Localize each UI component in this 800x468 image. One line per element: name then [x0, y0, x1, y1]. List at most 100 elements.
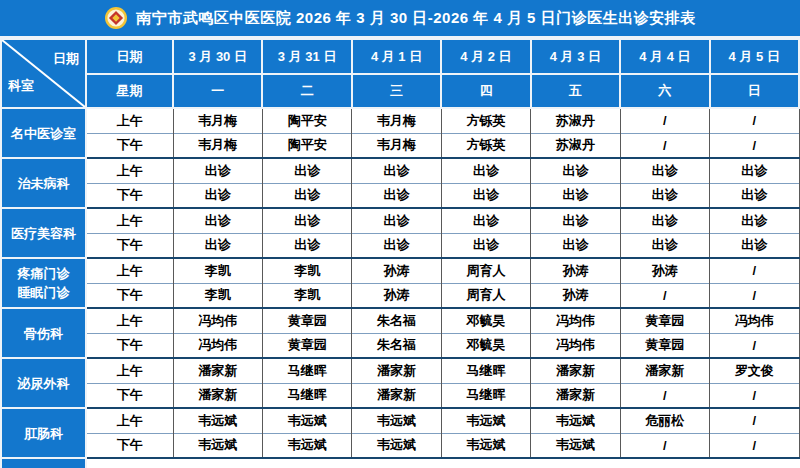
- schedule-cell: 朱名福: [352, 308, 441, 333]
- schedule-cell: 出诊: [262, 208, 351, 233]
- schedule-cell: /: [710, 383, 799, 408]
- schedule-cell: 黄章园: [262, 308, 351, 333]
- department-cell: 泌尿外科: [1, 358, 86, 408]
- schedule-cell: /: [620, 133, 709, 158]
- schedule-cell: 潘家新: [531, 358, 620, 383]
- schedule-cell: 孙涛: [352, 258, 441, 283]
- header-weekday: 一: [173, 74, 262, 108]
- schedule-cell: 出诊: [262, 183, 351, 208]
- schedule-cell: 潘家新: [352, 383, 441, 408]
- schedule-cell: 出诊: [352, 158, 441, 183]
- schedule-cell: 出诊: [173, 208, 262, 233]
- department-cell: 骨伤科: [1, 308, 86, 358]
- schedule-cell: 韦远斌: [352, 433, 441, 458]
- header-weekday: 日: [710, 74, 799, 108]
- schedule-cell: 潘家新: [620, 358, 709, 383]
- schedule-cell: 冯均伟: [173, 308, 262, 333]
- schedule-cell: /: [620, 283, 709, 308]
- schedule-cell: 孙涛: [531, 258, 620, 283]
- schedule-cell: 出诊: [352, 208, 441, 233]
- corner-dept-label: 科室: [8, 77, 34, 95]
- truncated-row: [86, 458, 799, 468]
- session-label-am: 上午: [86, 158, 173, 183]
- session-label-am: 上午: [86, 108, 173, 133]
- schedule-cell: 黄章园: [262, 333, 351, 358]
- session-label-am: 上午: [86, 208, 173, 233]
- schedule-cell: /: [710, 408, 799, 433]
- schedule-cell: 李凯: [262, 258, 351, 283]
- session-label-am: 上午: [86, 358, 173, 383]
- schedule-cell: 周育人: [441, 283, 530, 308]
- schedule-cell: 出诊: [262, 158, 351, 183]
- schedule-cell: 潘家新: [352, 358, 441, 383]
- schedule-cell: 出诊: [710, 233, 799, 258]
- schedule-cell: 韦远斌: [352, 408, 441, 433]
- session-label-pm: 下午: [86, 283, 173, 308]
- schedule-cell: /: [710, 258, 799, 283]
- schedule-cell: 韦远斌: [531, 433, 620, 458]
- schedule-cell: /: [710, 283, 799, 308]
- header-weekday: 三: [352, 74, 441, 108]
- schedule-cell: 韦远斌: [173, 433, 262, 458]
- schedule-cell: 出诊: [710, 208, 799, 233]
- schedule-cell: 陶平安: [262, 108, 351, 133]
- schedule-cell: 出诊: [441, 208, 530, 233]
- schedule-cell: 韦远斌: [173, 408, 262, 433]
- header-date: 4 月 1 日: [352, 39, 441, 74]
- schedule-cell: 出诊: [262, 233, 351, 258]
- schedule-cell: 韦月梅: [352, 108, 441, 133]
- schedule-cell: 黄章园: [620, 333, 709, 358]
- schedule-cell: /: [620, 433, 709, 458]
- header-date: 4 月 2 日: [441, 39, 530, 74]
- schedule-cell: 潘家新: [173, 383, 262, 408]
- schedule-cell: 孙涛: [531, 283, 620, 308]
- session-label-am: 上午: [86, 408, 173, 433]
- schedule-cell: 罗文俊: [710, 358, 799, 383]
- schedule-cell: 出诊: [173, 233, 262, 258]
- department-cell: 医疗美容科: [1, 208, 86, 258]
- header-weekday: 六: [620, 74, 709, 108]
- schedule-cell: /: [620, 108, 709, 133]
- header-weekday: 四: [441, 74, 530, 108]
- session-label-pm: 下午: [86, 233, 173, 258]
- schedule-cell: 出诊: [620, 208, 709, 233]
- schedule-cell: 冯均伟: [531, 308, 620, 333]
- schedule-cell: 韦远斌: [441, 433, 530, 458]
- schedule-cell: 韦月梅: [173, 108, 262, 133]
- schedule-cell: 出诊: [710, 158, 799, 183]
- schedule-cell: 孙涛: [620, 258, 709, 283]
- schedule-cell: /: [710, 133, 799, 158]
- schedule-cell: 方铄英: [441, 133, 530, 158]
- schedule-cell: 朱名福: [352, 333, 441, 358]
- schedule-table: 日期 科室 日期 3 月 30 日 3 月 31 日 4 月 1 日 4 月 2…: [0, 38, 800, 468]
- schedule-cell: 潘家新: [531, 383, 620, 408]
- schedule-cell: 韦远斌: [441, 408, 530, 433]
- schedule-cell: 韦远斌: [262, 433, 351, 458]
- schedule-cell: 李凯: [173, 283, 262, 308]
- schedule-cell: 马继晖: [441, 383, 530, 408]
- schedule-cell: 出诊: [531, 158, 620, 183]
- schedule-cell: 冯均伟: [531, 333, 620, 358]
- schedule-cell: 韦月梅: [173, 133, 262, 158]
- schedule-cell: 周育人: [441, 258, 530, 283]
- schedule-cell: 出诊: [173, 183, 262, 208]
- header-date: 3 月 30 日: [173, 39, 262, 74]
- hospital-emblem-icon: [104, 6, 128, 30]
- schedule-cell: 黄章园: [620, 308, 709, 333]
- title-bar: 南宁市武鸣区中医医院 2026 年 3 月 30 日-2026 年 4 月 5 …: [0, 0, 800, 38]
- schedule-cell: 陶平安: [262, 133, 351, 158]
- corner-date-label: 日期: [53, 50, 79, 68]
- header-date: 3 月 31 日: [262, 39, 351, 74]
- schedule-cell: 出诊: [531, 208, 620, 233]
- schedule-cell: 马继晖: [441, 358, 530, 383]
- schedule-cell: 出诊: [620, 183, 709, 208]
- page-title: 南宁市武鸣区中医医院 2026 年 3 月 30 日-2026 年 4 月 5 …: [136, 9, 695, 28]
- schedule-cell: 苏淑丹: [531, 108, 620, 133]
- session-label-pm: 下午: [86, 183, 173, 208]
- schedule-cell: 李凯: [262, 283, 351, 308]
- department-cell: 名中医诊室: [1, 108, 86, 158]
- department-cell: 疼痛门诊 睡眠门诊: [1, 258, 86, 308]
- session-label-pm: 下午: [86, 133, 173, 158]
- schedule-cell: 马继晖: [262, 358, 351, 383]
- schedule-cell: 韦月梅: [352, 133, 441, 158]
